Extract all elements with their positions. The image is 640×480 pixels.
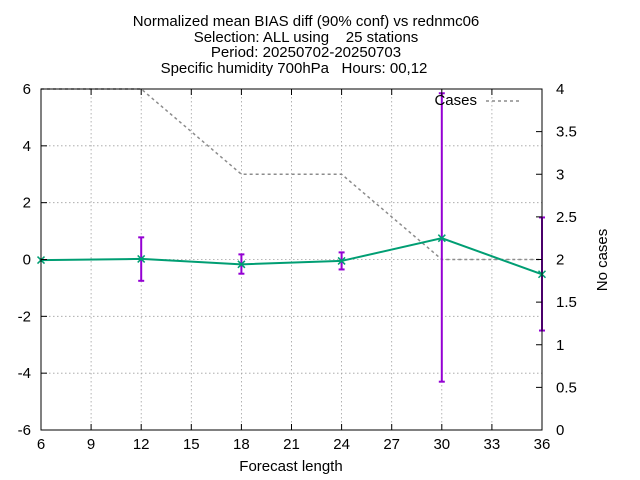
y2-tick-label: 0 <box>556 422 564 439</box>
x-tick-label: 18 <box>233 436 250 453</box>
y2-axis-label: No cases <box>594 229 611 292</box>
y-tick-label: -4 <box>18 365 31 382</box>
ticks: 6 9 12 15 18 21 24 27 30 33 36-6-4-2024600.511.522… <box>18 81 577 453</box>
cases-line <box>41 88 542 261</box>
y2-tick-label: 0.5 <box>556 379 577 396</box>
x-tick-label: 21 <box>283 436 300 453</box>
x-tick-label: 33 <box>484 436 501 453</box>
legend-label-cases: Cases <box>434 92 477 109</box>
bias-point <box>137 254 146 263</box>
title-line-1: Normalized mean BIAS diff (90% conf) vs … <box>133 13 480 30</box>
y2-tick-label: 2.5 <box>556 209 577 226</box>
x-tick-label: 30 <box>433 436 450 453</box>
x-tick-label: 9 <box>87 436 95 453</box>
bias-point <box>237 260 246 269</box>
x-tick-label: 36 <box>534 436 551 453</box>
y2-tick-label: 4 <box>556 81 564 98</box>
legend: Cases <box>434 92 522 109</box>
y2-tick-label: 1.5 <box>556 294 577 311</box>
chart-title: Normalized mean BIAS diff (90% conf) vs … <box>133 13 480 77</box>
y2-tick-label: 3.5 <box>556 124 577 141</box>
y2-tick-label: 3 <box>556 166 564 183</box>
x-tick-label: 15 <box>183 436 200 453</box>
series-cases <box>41 88 542 261</box>
y2-tick-label: 2 <box>556 252 564 269</box>
x-tick-label: 24 <box>333 436 350 453</box>
title-line-4: Specific humidity 700hPa Hours: 00,12 <box>161 60 428 77</box>
x-axis-label: Forecast length <box>239 458 342 475</box>
bias-point <box>437 234 446 243</box>
y-tick-label: 2 <box>23 195 31 212</box>
x-tick-label: 12 <box>133 436 150 453</box>
x-tick-label: 6 <box>37 436 45 453</box>
y-tick-label: 0 <box>23 252 31 269</box>
y-tick-label: -6 <box>18 422 31 439</box>
x-tick-label: 27 <box>383 436 400 453</box>
title-line-2: Selection: ALL using 25 stations <box>194 29 419 46</box>
y-tick-label: 4 <box>23 138 31 155</box>
bias-line <box>40 237 543 276</box>
y-tick-label: 6 <box>23 81 31 98</box>
title-line-3: Period: 20250702-20250703 <box>211 44 401 61</box>
y-tick-label: -2 <box>18 308 31 325</box>
y2-tick-label: 1 <box>556 337 564 354</box>
bias-point <box>337 256 346 265</box>
